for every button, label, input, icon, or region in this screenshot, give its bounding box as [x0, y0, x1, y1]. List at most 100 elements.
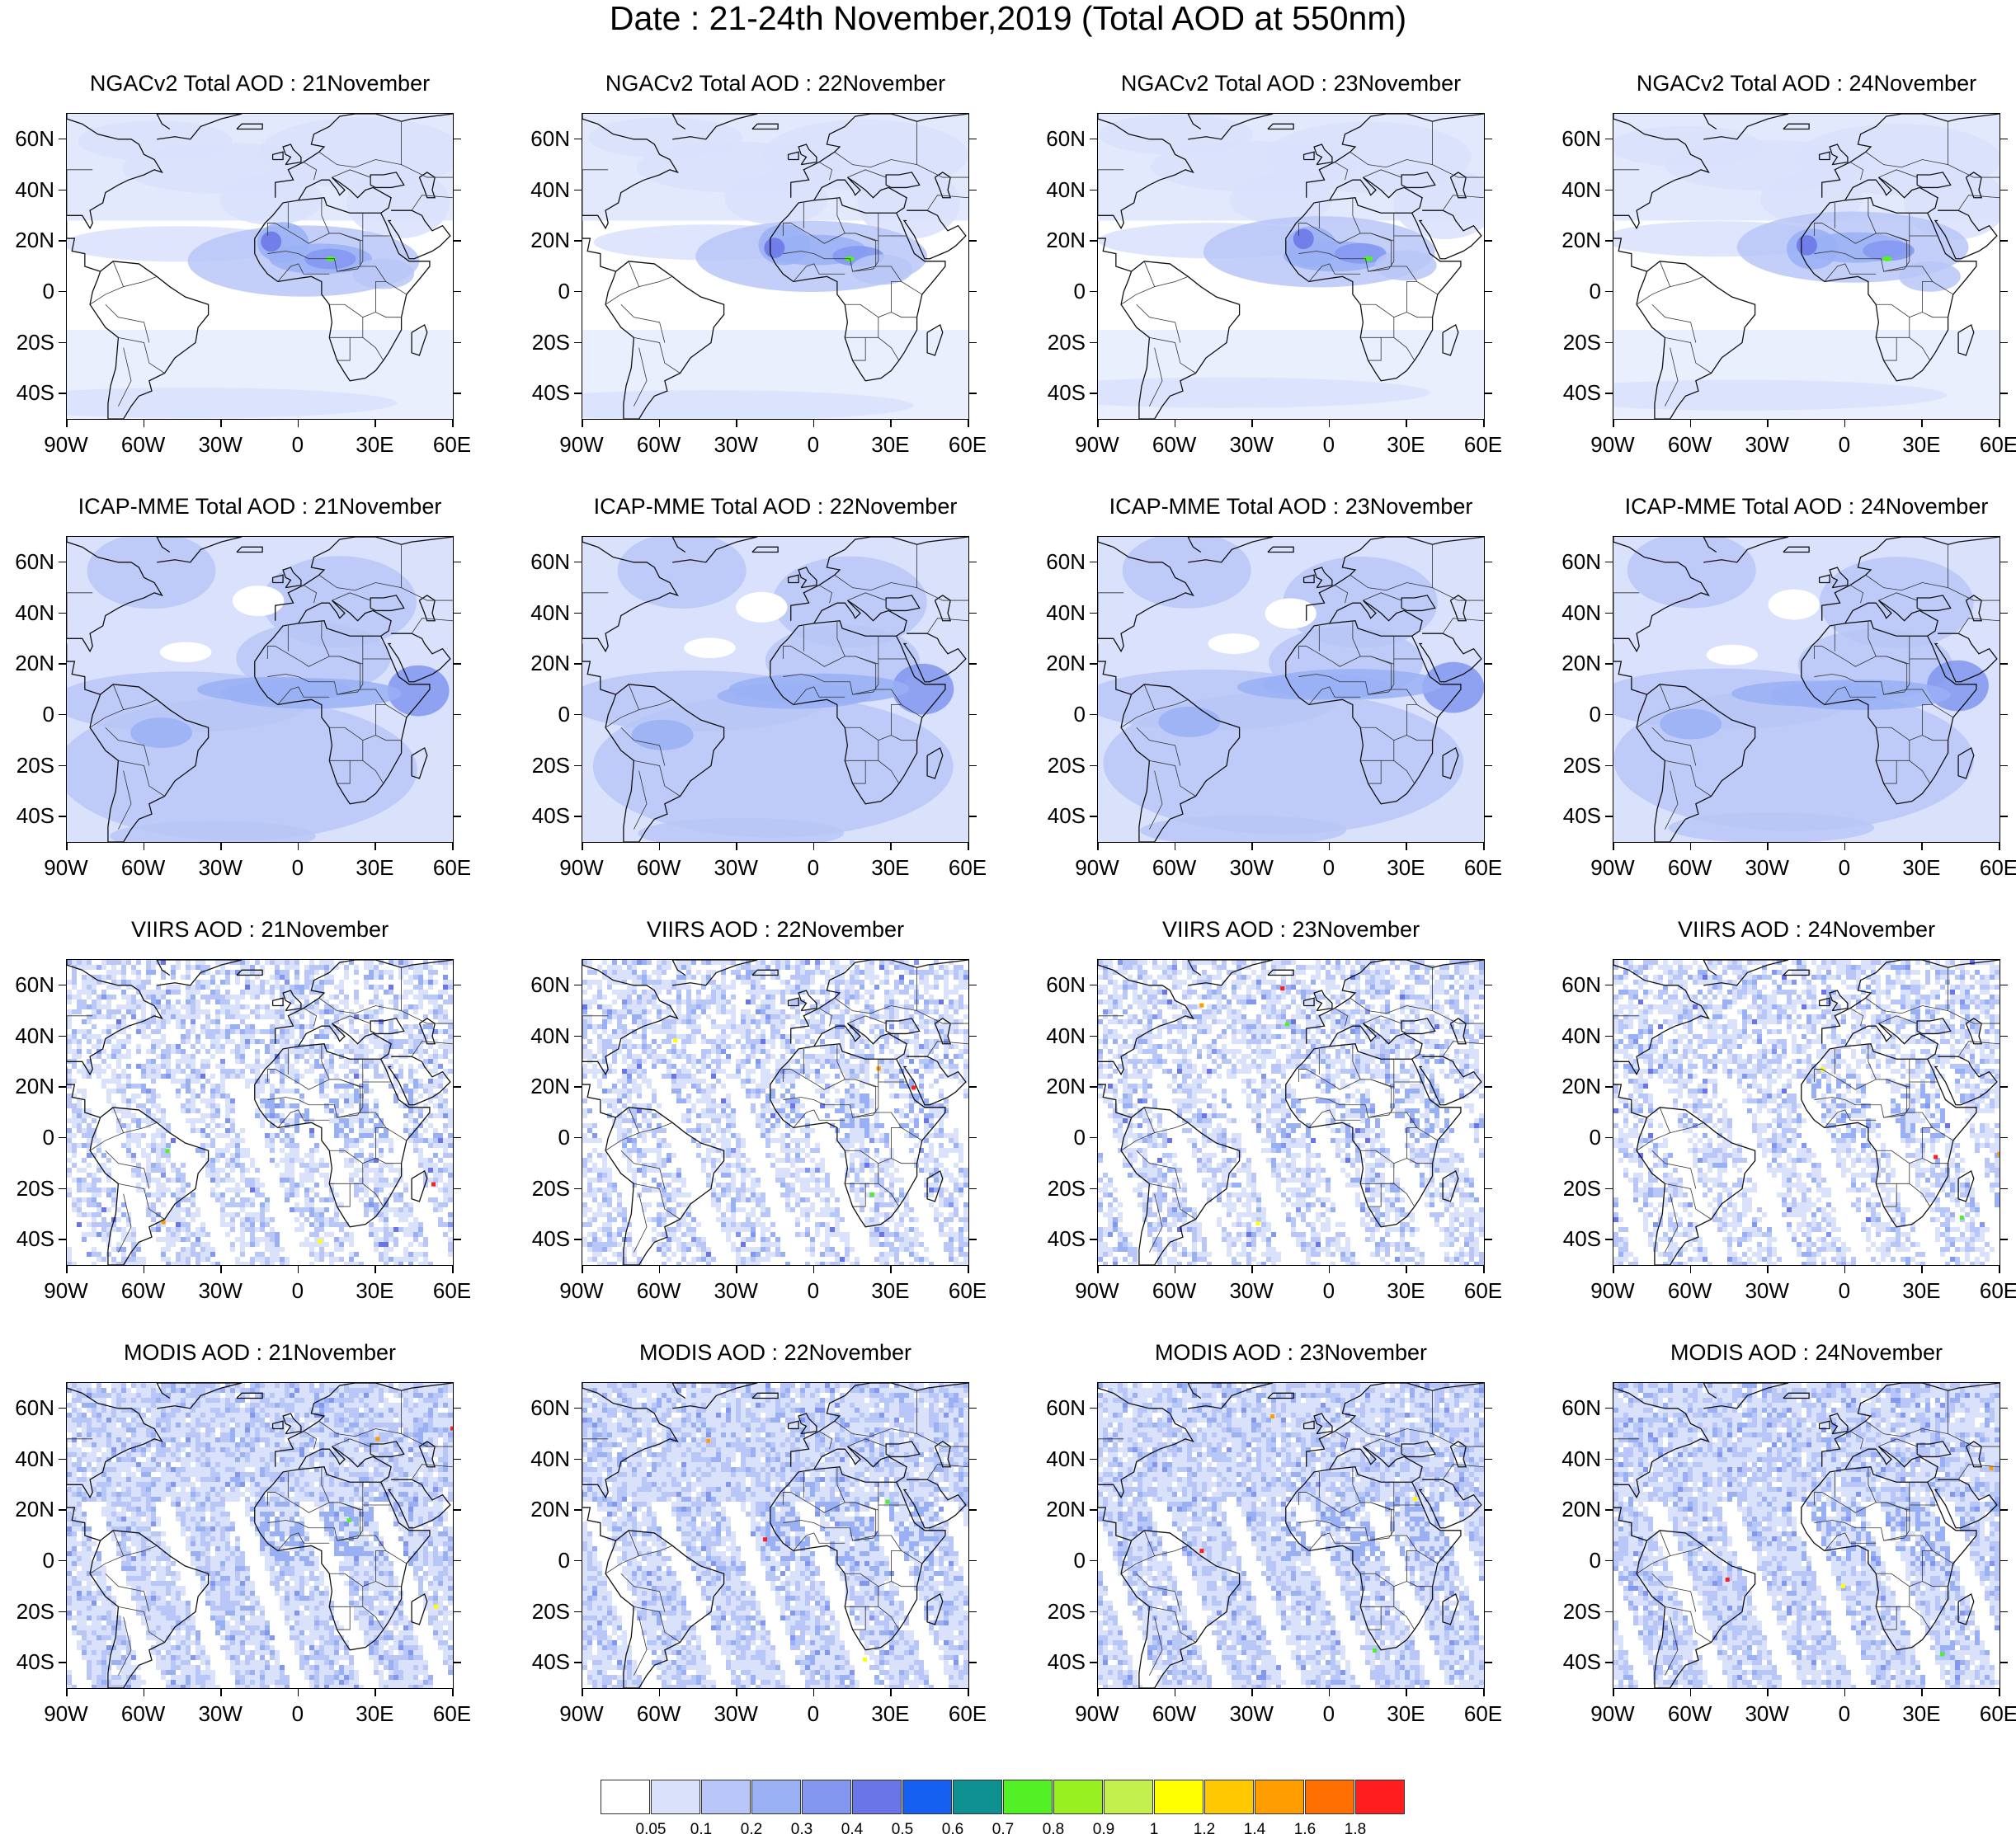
lon-tick [813, 1689, 815, 1696]
lat-tick-label: 20N [1552, 1498, 1601, 1521]
lon-tick [1921, 843, 1923, 850]
lat-tick [1605, 342, 1613, 344]
panel-title: ICAP-MME Total AOD : 24November [1580, 493, 2016, 520]
lat-tick-label: 40N [520, 1447, 570, 1470]
lat-tick-label: 0 [5, 703, 54, 726]
lat-tick [574, 1459, 582, 1460]
lon-tick [1844, 843, 1846, 850]
lat-tick [2000, 1036, 2008, 1037]
lon-tick-label: 60E [1450, 1279, 1516, 1302]
lon-tick [374, 1266, 376, 1273]
aod-map [1098, 537, 1484, 842]
lat-tick-label: 0 [520, 703, 570, 726]
lon-tick-label: 60W [1142, 1702, 1208, 1725]
lat-tick [1485, 1086, 1492, 1088]
lon-tick-label: 90W [33, 1279, 99, 1302]
lat-tick [2000, 393, 2008, 394]
lat-tick [1485, 765, 1492, 767]
lat-tick [454, 1239, 461, 1240]
lat-tick [1485, 1239, 1492, 1240]
lat-tick-label: 20N [1552, 651, 1601, 675]
lat-tick [454, 1509, 461, 1511]
lat-tick-label: 40S [1552, 1650, 1601, 1673]
lat-tick [969, 1188, 977, 1190]
lon-tick-label: 30E [341, 433, 407, 456]
lat-tick [1090, 1662, 1097, 1663]
lon-tick [890, 1689, 892, 1696]
lat-tick [1485, 985, 1492, 986]
lon-tick-label: 30E [1373, 1702, 1439, 1725]
lon-tick-label: 30E [341, 1702, 407, 1725]
lat-tick [454, 139, 461, 140]
panel-title: MODIS AOD : 24November [1580, 1339, 2016, 1366]
lat-tick [454, 1662, 461, 1663]
colorbar-label: 0.7 [978, 1821, 1028, 1839]
lon-tick-label: 60E [935, 1702, 1001, 1725]
lat-tick-label: 40S [1552, 804, 1601, 827]
lat-tick-label: 60N [520, 550, 570, 573]
lon-tick [1251, 843, 1253, 850]
lat-tick [969, 190, 977, 191]
lat-tick [1485, 816, 1492, 817]
lon-tick [374, 843, 376, 850]
lat-tick [969, 1239, 977, 1240]
lat-tick-label: 40S [5, 1650, 54, 1673]
lat-tick [1090, 240, 1097, 242]
lat-tick [2000, 1086, 2008, 1088]
colorbar-swatch [1154, 1780, 1203, 1814]
lat-tick-label: 60N [1036, 127, 1086, 150]
lon-tick [144, 843, 145, 850]
lon-tick [1406, 1689, 1407, 1696]
lat-tick [454, 1459, 461, 1460]
lon-tick [582, 843, 583, 850]
lon-tick-label: 90W [33, 1702, 99, 1725]
lon-tick-label: 0 [1811, 856, 1877, 879]
lat-tick [454, 1086, 461, 1088]
lat-tick [59, 714, 66, 716]
lat-tick-label: 60N [1552, 1396, 1601, 1419]
colorbar-swatch [1305, 1780, 1354, 1814]
lat-tick [2000, 1459, 2008, 1460]
lat-tick-label: 0 [520, 1126, 570, 1149]
aod-map [1613, 1383, 2000, 1688]
lon-tick [1690, 420, 1692, 427]
lat-tick [574, 1239, 582, 1240]
lat-tick-label: 20N [1036, 651, 1086, 675]
lat-tick [969, 240, 977, 242]
lon-tick [1406, 1266, 1407, 1273]
lat-tick [59, 613, 66, 614]
lat-tick-label: 40S [1552, 1227, 1601, 1250]
lat-tick-label: 60N [5, 1396, 54, 1419]
lon-tick-label: 90W [1580, 433, 1646, 456]
lon-tick-label: 30W [187, 433, 253, 456]
lat-tick-label: 40S [1036, 804, 1086, 827]
lat-tick-label: 60N [520, 973, 570, 996]
lat-tick [1090, 613, 1097, 614]
lon-tick-label: 60W [626, 856, 692, 879]
lat-tick-label: 40N [1552, 601, 1601, 624]
lon-tick-label: 60W [111, 1702, 177, 1725]
lat-tick-label: 0 [520, 1549, 570, 1572]
colorbar-swatch [953, 1780, 1002, 1814]
lat-tick [574, 139, 582, 140]
lat-tick [59, 985, 66, 986]
lat-tick [969, 985, 977, 986]
lon-tick [890, 420, 892, 427]
lat-tick [1605, 291, 1613, 293]
lat-tick [59, 240, 66, 242]
lat-tick-label: 60N [520, 1396, 570, 1419]
lat-tick [574, 1188, 582, 1190]
lon-tick-label: 60E [1966, 856, 2016, 879]
colorbar-label: 0.4 [827, 1821, 877, 1839]
lat-tick [574, 1086, 582, 1088]
lat-tick-label: 40N [5, 601, 54, 624]
colorbar-swatch [1255, 1780, 1304, 1814]
lon-tick [1483, 1689, 1485, 1696]
lon-tick-label: 30E [341, 1279, 407, 1302]
lat-tick [1605, 613, 1613, 614]
lat-tick [1090, 1188, 1097, 1190]
lat-tick-label: 40S [1036, 381, 1086, 404]
